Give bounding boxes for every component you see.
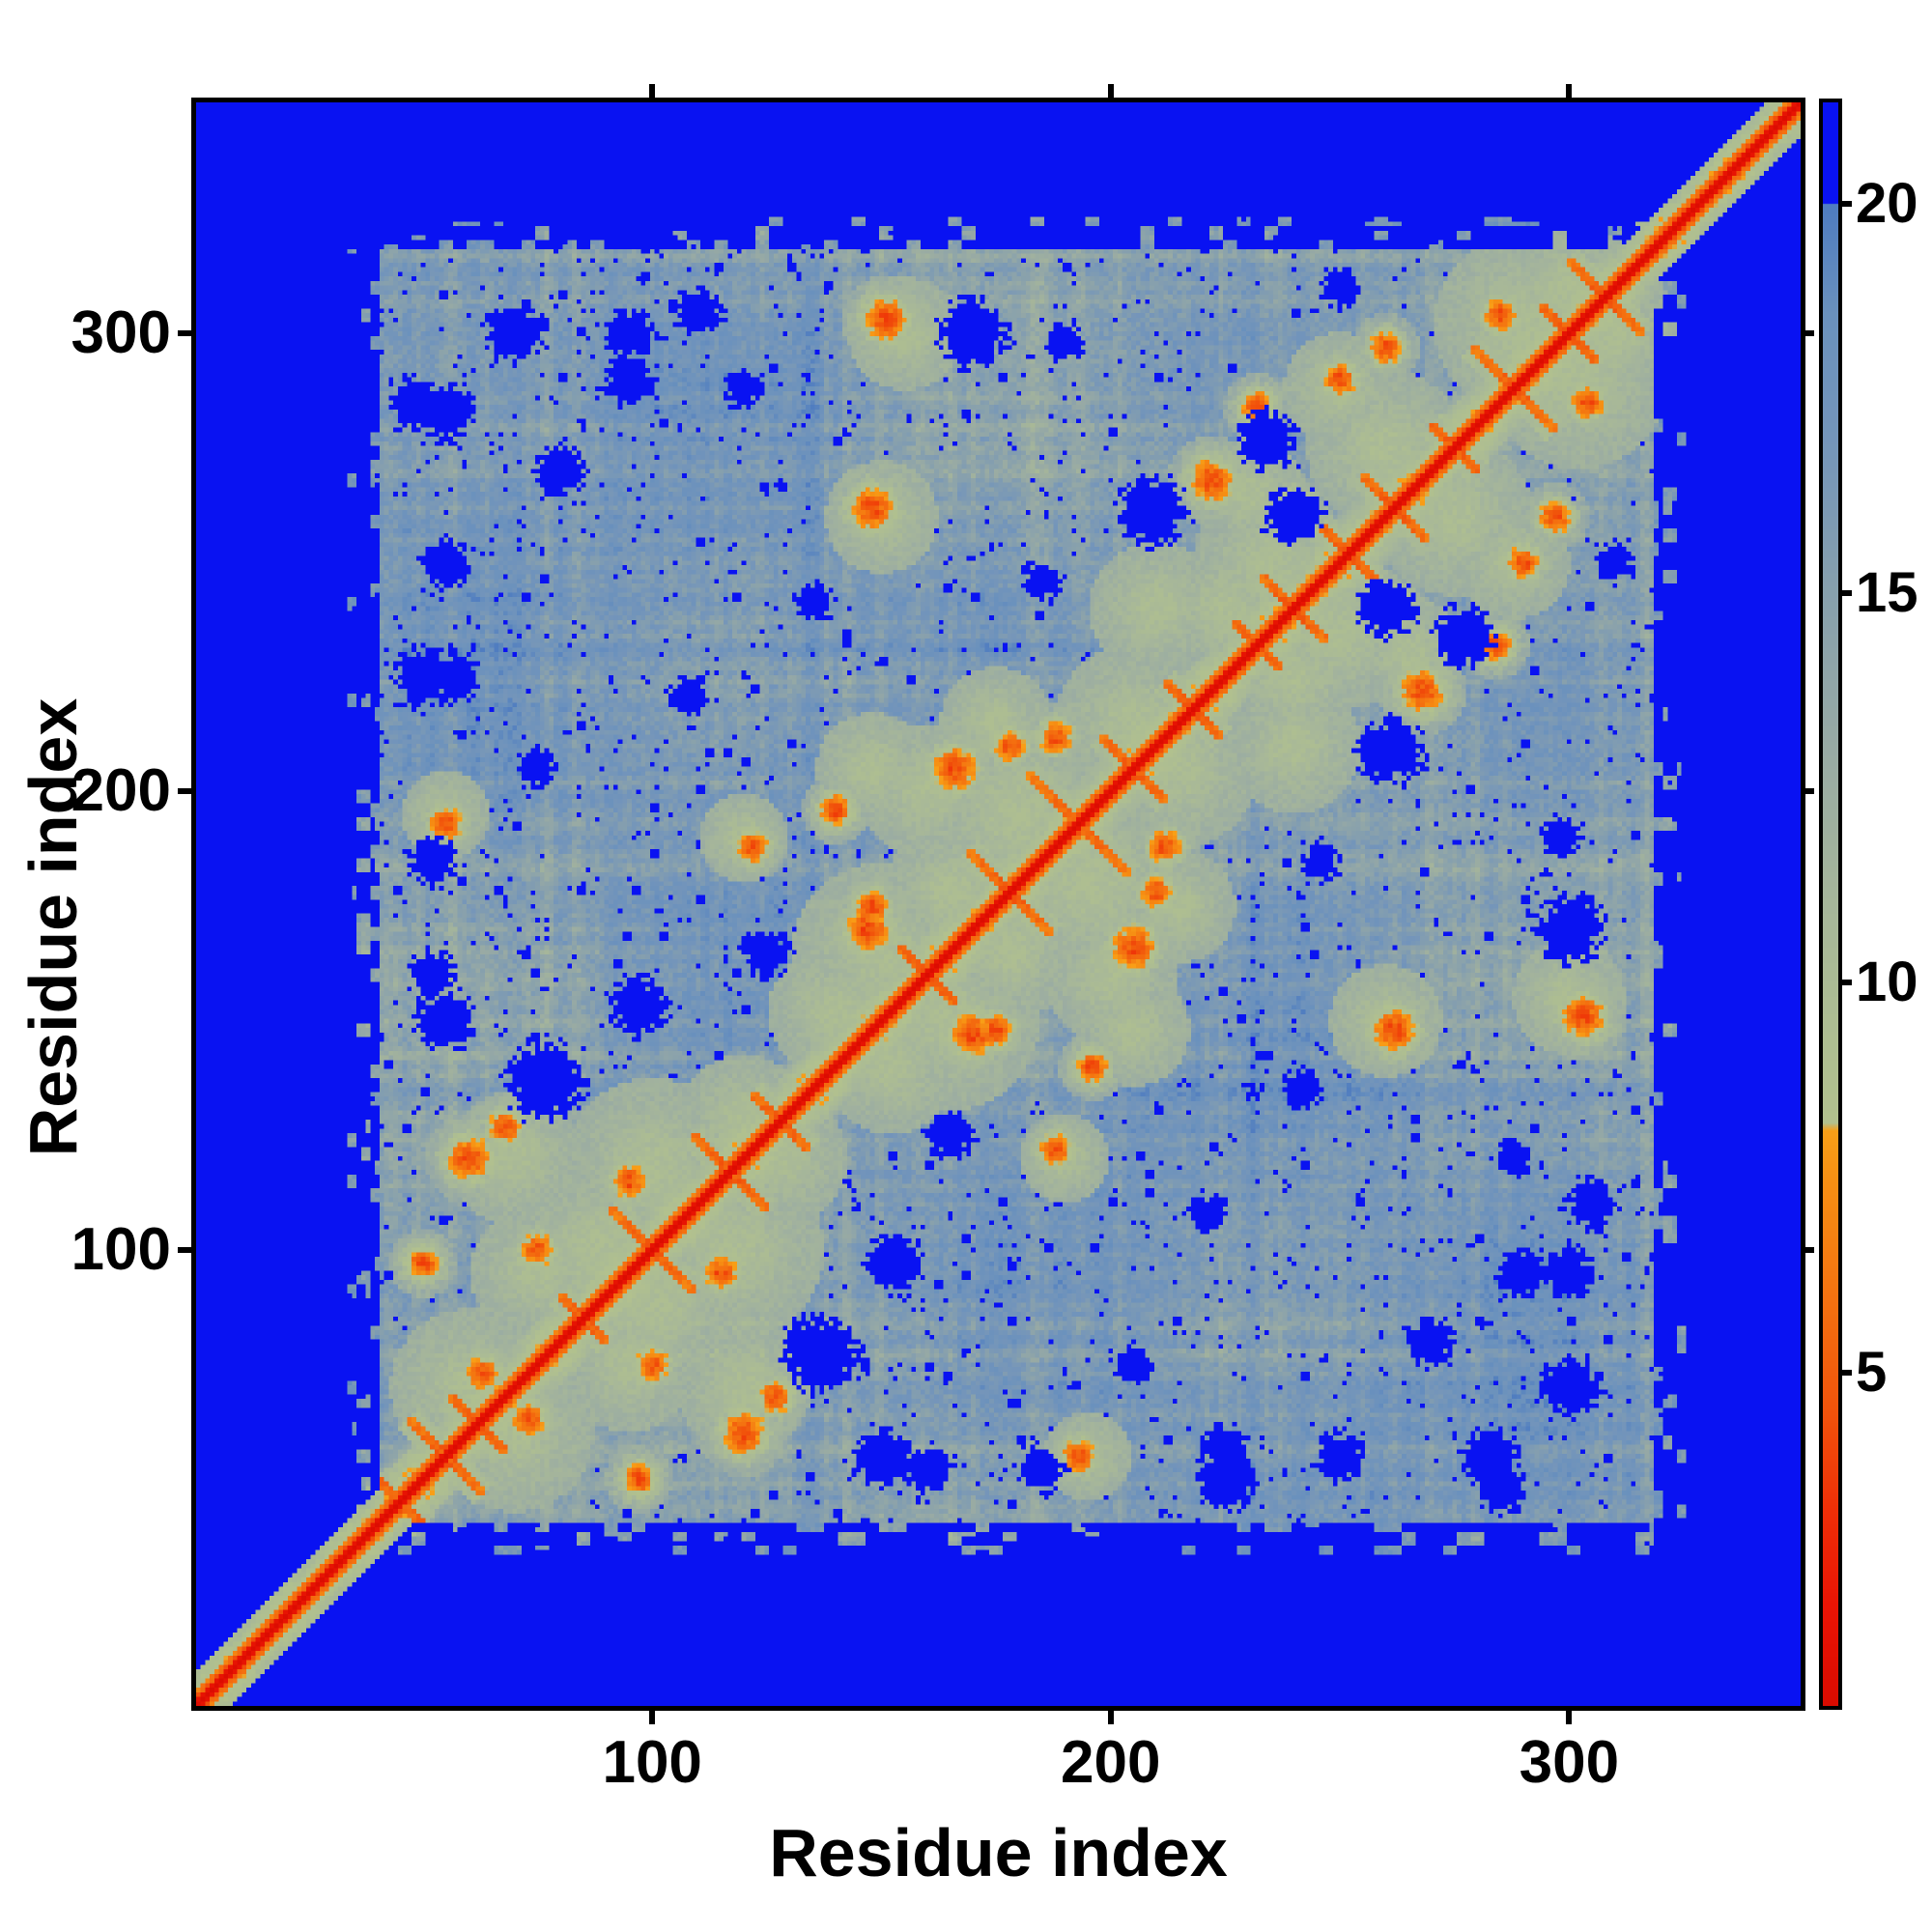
- colorbar-tick: [1842, 980, 1852, 986]
- colorbar-frame: [1819, 99, 1842, 1710]
- y-tick-right: [1805, 1246, 1814, 1253]
- heatmap-plot-area: [191, 98, 1805, 1711]
- y-tick-label: 200: [71, 757, 171, 825]
- colorbar-tick-label: 20: [1856, 171, 1918, 235]
- colorbar-tick: [1842, 200, 1852, 207]
- y-axis-title: Residue index: [15, 697, 91, 1157]
- x-tick-label: 300: [1519, 1729, 1620, 1796]
- colorbar-tick-label: 5: [1856, 1340, 1888, 1404]
- x-tick-bottom: [649, 1711, 656, 1724]
- y-tick-left: [178, 788, 191, 795]
- y-tick-label: 300: [71, 298, 171, 366]
- x-tick-label: 100: [602, 1729, 702, 1796]
- x-tick-top: [649, 84, 656, 98]
- x-tick-bottom: [1566, 1711, 1573, 1724]
- y-tick-label: 100: [71, 1215, 171, 1283]
- x-tick-top: [1566, 84, 1573, 98]
- colorbar-tick: [1842, 590, 1852, 597]
- y-tick-left: [178, 329, 191, 336]
- x-tick-label: 200: [1061, 1729, 1161, 1796]
- x-tick-bottom: [1107, 1711, 1114, 1724]
- colorbar-tick: [1842, 1369, 1852, 1376]
- x-axis-title: Residue index: [769, 1815, 1228, 1890]
- y-tick-left: [178, 1246, 191, 1253]
- colorbar-tick-label: 15: [1856, 561, 1918, 625]
- distance-matrix-heatmap: [196, 102, 1801, 1706]
- y-tick-right: [1805, 329, 1814, 336]
- colorbar-tick-label: 10: [1856, 951, 1918, 1014]
- x-tick-top: [1107, 84, 1114, 98]
- y-tick-right: [1805, 788, 1814, 795]
- colorbar-gradient: [1823, 102, 1838, 1706]
